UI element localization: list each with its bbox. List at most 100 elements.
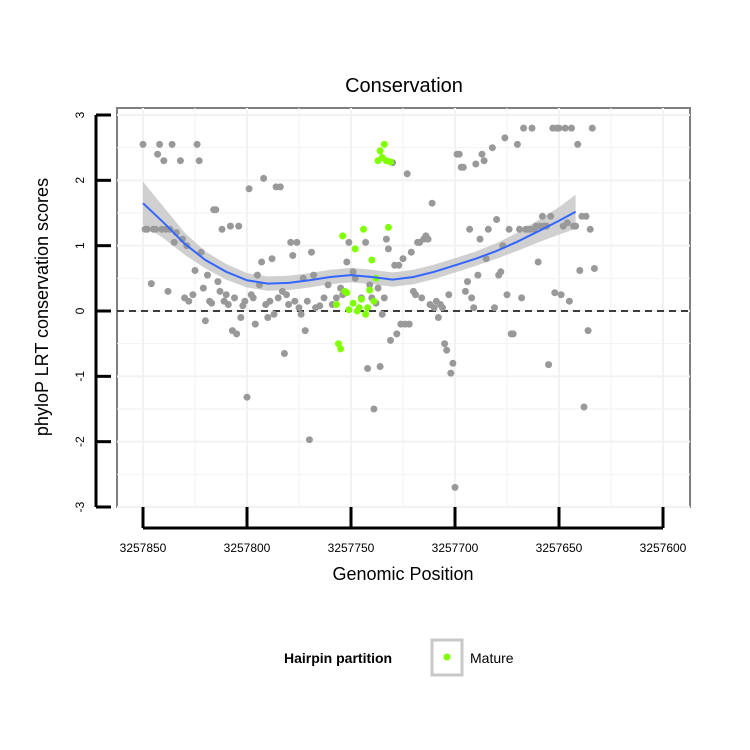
hairpin-point-48: [245, 185, 253, 193]
hairpin-point-190: [568, 124, 575, 132]
hairpin-point-71: [293, 238, 301, 246]
hairpin-point-89: [345, 238, 353, 246]
y-tick-label-2: -1: [73, 371, 87, 382]
hairpin-point-65: [280, 350, 288, 357]
hairpin-point-69: [289, 252, 297, 259]
hairpin-point-34: [216, 287, 224, 295]
hairpin-point-153: [488, 144, 496, 152]
chart-title: Conservation: [345, 75, 463, 97]
hairpin-point-159: [501, 134, 509, 142]
scatter-points: [139, 124, 598, 491]
hairpin-point-166: [518, 294, 526, 302]
mature-point-25: [387, 158, 394, 166]
hairpin-point-131: [441, 340, 449, 348]
hairpin-point-85: [332, 294, 340, 302]
confidence-ribbon-layer: [143, 181, 576, 291]
y-tick-label-6: 3: [73, 111, 87, 118]
hairpin-point-154: [491, 304, 498, 312]
hairpin-point-42: [233, 330, 241, 338]
hairpin-point-184: [555, 124, 563, 132]
hairpin-point-2: [143, 225, 151, 233]
hairpin-point-28: [204, 271, 211, 279]
hairpin-point-171: [528, 124, 536, 132]
mature-point-17: [370, 297, 378, 305]
hairpin-point-43: [235, 222, 243, 230]
hairpin-point-109: [395, 261, 403, 269]
hairpin-point-5: [152, 225, 159, 233]
hairpin-point-39: [226, 222, 234, 230]
hairpin-point-22: [191, 267, 199, 274]
hairpin-point-120: [418, 294, 426, 302]
hairpin-point-196: [580, 403, 588, 411]
hairpin-point-0: [139, 140, 147, 148]
hairpin-point-185: [557, 291, 565, 299]
hairpin-point-24: [195, 157, 203, 165]
hairpin-point-9: [160, 157, 168, 165]
hairpin-point-105: [387, 336, 394, 344]
hairpin-point-55: [260, 174, 268, 182]
hairpin-point-152: [484, 225, 492, 233]
hairpin-point-136: [451, 483, 459, 491]
mature-point-3: [339, 232, 347, 240]
hairpin-point-50: [249, 294, 257, 302]
mature-point-22: [380, 140, 388, 148]
mature-point-16: [368, 256, 376, 264]
hairpin-point-14: [170, 238, 178, 246]
hairpin-point-198: [584, 327, 592, 335]
hairpin-point-117: [412, 291, 419, 299]
y-axis: -3 -2 -1 0 1 2 3: [73, 111, 111, 512]
hairpin-point-187: [561, 124, 569, 132]
x-tick-label-3: 3257700: [432, 541, 479, 555]
x-axis: 3257850 3257800 3257750 3257700 3257650 32576…: [120, 507, 687, 555]
hairpin-point-25: [197, 248, 205, 256]
hairpin-point-134: [447, 369, 455, 377]
hairpin-point-77: [305, 436, 313, 444]
hairpin-point-125: [428, 199, 436, 207]
hairpin-point-27: [201, 317, 209, 325]
hairpin-point-113: [403, 170, 411, 178]
hairpin-point-16: [176, 157, 184, 165]
hairpin-point-138: [455, 150, 463, 158]
hairpin-point-26: [199, 284, 207, 292]
mature-point-20: [376, 147, 384, 155]
hairpin-point-161: [505, 225, 513, 233]
y-tick-label-0: -3: [73, 501, 87, 512]
hairpin-point-128: [434, 314, 442, 321]
hairpin-point-167: [520, 124, 528, 132]
hairpin-point-68: [287, 238, 295, 246]
hairpin-point-114: [405, 320, 413, 328]
hairpin-point-126: [430, 304, 438, 312]
hairpin-point-83: [324, 281, 332, 289]
hairpin-point-20: [185, 297, 193, 305]
hairpin-point-192: [572, 222, 580, 230]
y-tick-label-1: -2: [73, 436, 87, 447]
hairpin-point-189: [565, 297, 573, 305]
hairpin-point-194: [576, 267, 584, 274]
mature-point-11: [357, 295, 365, 303]
mature-point-10: [355, 304, 363, 312]
hairpin-point-59: [268, 255, 276, 263]
smooth-line-layer: [142, 202, 577, 285]
legend-title: Hairpin partition: [284, 650, 392, 666]
hairpin-point-174: [534, 258, 542, 266]
hairpin-point-102: [380, 294, 388, 302]
mature-point-14: [364, 304, 372, 312]
hairpin-point-41: [231, 294, 238, 302]
legend-key-box: [430, 638, 464, 677]
hairpin-point-70: [291, 297, 299, 305]
hairpin-point-93: [362, 238, 370, 246]
hairpin-point-78: [308, 248, 315, 256]
hairpin-point-180: [547, 212, 555, 220]
hairpin-point-38: [224, 301, 232, 308]
hairpin-point-132: [443, 346, 451, 354]
hairpin-point-30: [208, 299, 216, 307]
hairpin-point-148: [476, 235, 484, 243]
hairpin-point-149: [478, 150, 486, 158]
hairpin-point-197: [582, 212, 590, 220]
hairpin-point-79: [310, 271, 318, 279]
hairpin-point-11: [164, 287, 172, 295]
hairpin-point-147: [474, 271, 482, 279]
hairpin-point-123: [424, 235, 432, 243]
hairpin-point-179: [545, 361, 553, 369]
